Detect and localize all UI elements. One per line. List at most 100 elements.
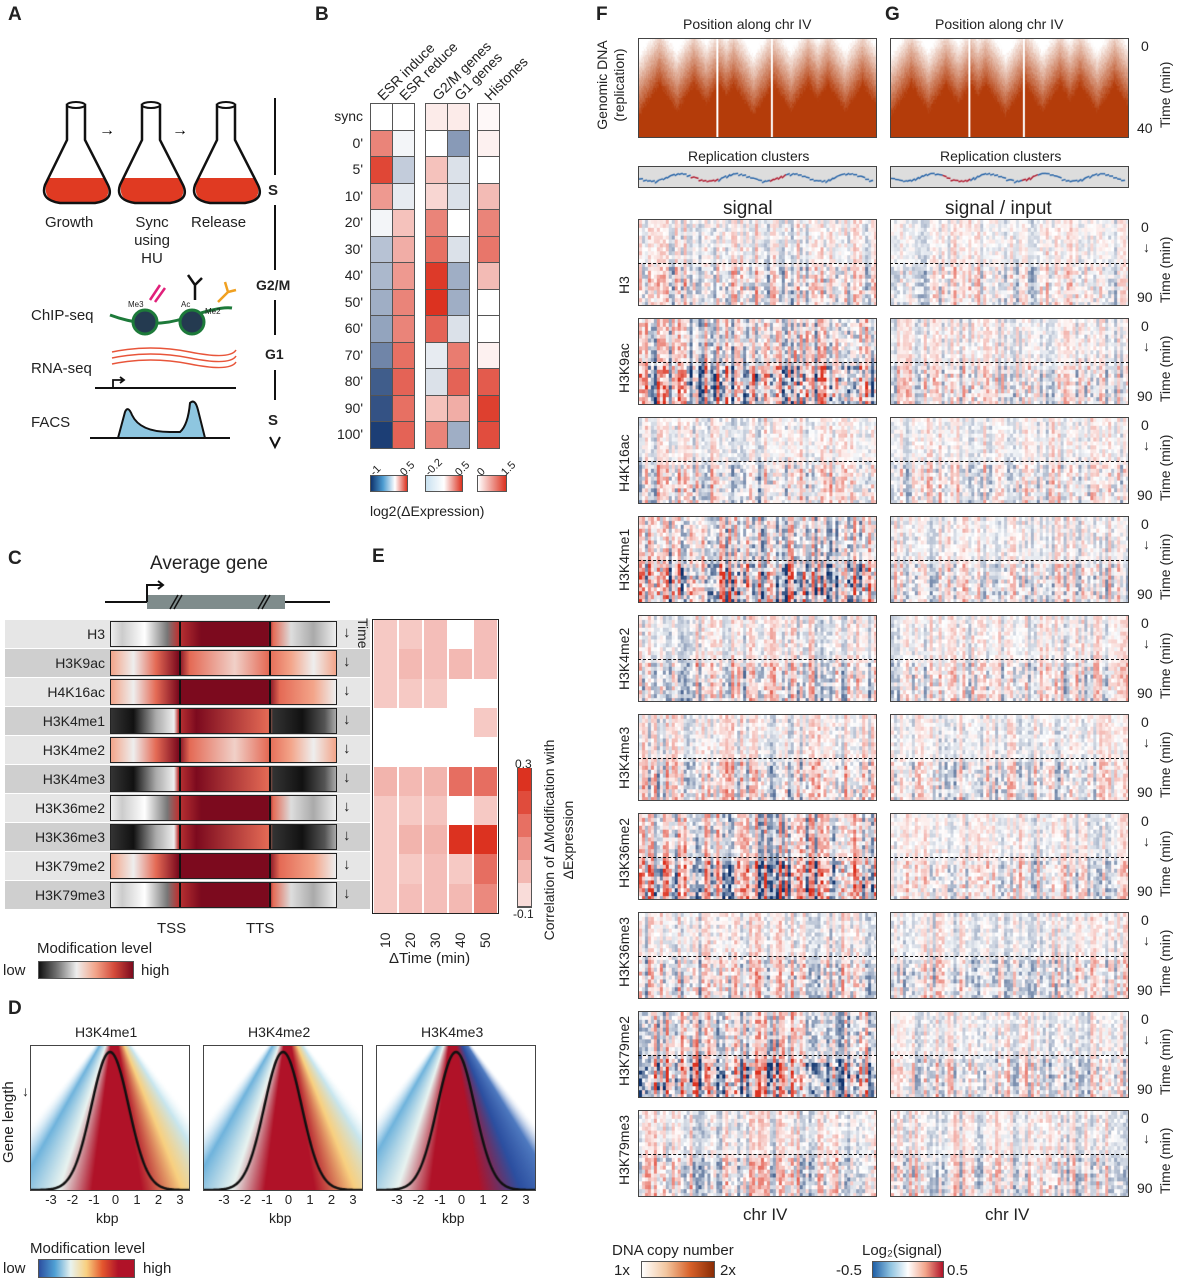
heatmap-cell (392, 103, 415, 131)
e-cbar-step (517, 837, 532, 860)
mark-label: H3K79me3 (616, 1114, 632, 1185)
mark-label: H3K9ac (616, 343, 632, 393)
e-cell-H3-30 (424, 620, 447, 650)
legend-signal-max: 0.5 (947, 1262, 968, 1279)
time-arrow-icon: ↓ (343, 653, 351, 670)
midline (890, 461, 1129, 462)
heatmap-ratio-h3k36me3 (890, 912, 1129, 999)
midline (638, 758, 877, 759)
tss-line (178, 738, 181, 762)
heatmap-signal-h3k36me3 (638, 912, 877, 999)
tts-line (268, 883, 271, 907)
heatmap-cell (392, 288, 415, 316)
heatmap-cell (477, 182, 500, 210)
tss-line (178, 883, 181, 907)
replication-heatmap (638, 38, 877, 138)
heatmap-signal-h4k16ac (638, 417, 877, 504)
d-xtick: 1 (306, 1192, 314, 1207)
mark-label: H3K36me2 (616, 817, 632, 888)
midline (638, 659, 877, 660)
heatmap-cell (425, 288, 448, 316)
panel-label-g: G (885, 4, 900, 25)
row-label: 40' (344, 267, 363, 283)
profile-row-h3k79me3: H3K79me3 ↓ (5, 881, 370, 909)
e-xtick: 50 (477, 932, 493, 948)
heatmap-cell (447, 421, 470, 449)
row-label: 70' (344, 346, 363, 363)
tss-line (178, 651, 181, 675)
heatmap-cell (477, 262, 500, 290)
time-label: Time (min) (1157, 929, 1173, 996)
colorbar-b-1 (425, 475, 463, 492)
panel-label-c: C (8, 548, 22, 569)
profile-row-h3k36me3: H3K36me3 ↓ (5, 823, 370, 851)
replication-clusters-track (638, 166, 877, 188)
midline (890, 263, 1129, 264)
heatmap-cell (477, 209, 500, 237)
heatmap-cell (447, 315, 470, 343)
midline (638, 857, 877, 858)
e-cbar-step (517, 883, 532, 906)
e-xlabel: ΔTime (min) (389, 950, 471, 967)
heatmap-cell (370, 394, 393, 422)
e-cell-H3K36me2-20 (399, 795, 422, 826)
tss-line (178, 709, 181, 733)
e-cell-H3K36me3-40 (449, 825, 472, 855)
e-cell-H3K36me2-10 (374, 795, 397, 826)
e-cell-H3K4me3-30 (424, 766, 447, 796)
colorbar-d (38, 1259, 135, 1278)
time-label: Time (min) (1157, 731, 1173, 798)
profile-heatmap (110, 621, 337, 647)
colorbar-c (38, 961, 134, 979)
e-cell-H4K16ac-10 (374, 678, 397, 708)
phase-g2m: G2/M (256, 277, 291, 293)
midline (890, 1055, 1129, 1056)
panel-label-f: F (596, 4, 608, 25)
d-xtick: -2 (412, 1192, 425, 1207)
heatmap-cell (447, 209, 470, 237)
heatmap-signal-h3k4me3 (638, 714, 877, 801)
panel-label-a: A (8, 4, 22, 25)
time-end: 90 (1137, 883, 1153, 899)
profile-heatmap (110, 650, 337, 676)
e-cell-H3K36me3-50 (474, 825, 497, 855)
e-cell-H3K4me2-40 (449, 737, 472, 767)
time-label: Time (min) (1157, 533, 1173, 600)
dna-time-end: 40 (1137, 120, 1153, 136)
colorbar-label: log2(ΔExpression) (370, 503, 485, 519)
e-cell-H3-50 (474, 620, 497, 650)
heatmap-cell (425, 394, 448, 422)
nucleosome-icon (131, 308, 159, 336)
heatmap-cell (370, 262, 393, 290)
row-label: 100' (336, 426, 363, 442)
tss-profile-h3k4me2 (203, 1045, 363, 1191)
row-label: sync (334, 108, 363, 124)
d-xtick: -2 (239, 1192, 252, 1207)
d-xtick: -1 (434, 1192, 446, 1207)
e-cell-H3-20 (399, 620, 422, 650)
flask-label-release: Release (191, 214, 247, 231)
time-arrow-icon: ↓ (1143, 437, 1150, 453)
heatmap-cell (425, 156, 448, 184)
tss-label: TSS (157, 920, 187, 937)
panel-label-b: B (315, 4, 329, 25)
mark-label: H3K36me3 (616, 916, 632, 987)
heatmap-signal-h3k4me1 (638, 516, 877, 603)
legend-low-c: low (3, 962, 26, 979)
e-cbar-step (517, 860, 532, 883)
e-cbar-step (517, 791, 532, 814)
time-start: 0 (1141, 318, 1149, 334)
time-start: 0 (1141, 714, 1149, 730)
tss-line (178, 796, 181, 820)
panel-label-d: D (8, 998, 22, 1019)
mark-me3: Me3 (128, 300, 144, 309)
e-cell-H3K4me2-20 (399, 737, 422, 767)
mark-ac: Ac (181, 300, 191, 309)
heatmap-ratio-h3 (890, 219, 1129, 306)
d-title: H3K4me2 (248, 1024, 311, 1040)
heatmap-ratio-h3k79me2 (890, 1011, 1129, 1098)
midline (890, 362, 1129, 363)
column-title: signal / input (945, 198, 1052, 219)
time-arrow-icon: ↓ (343, 711, 351, 728)
e-cell-H3K79me2-30 (424, 854, 447, 884)
